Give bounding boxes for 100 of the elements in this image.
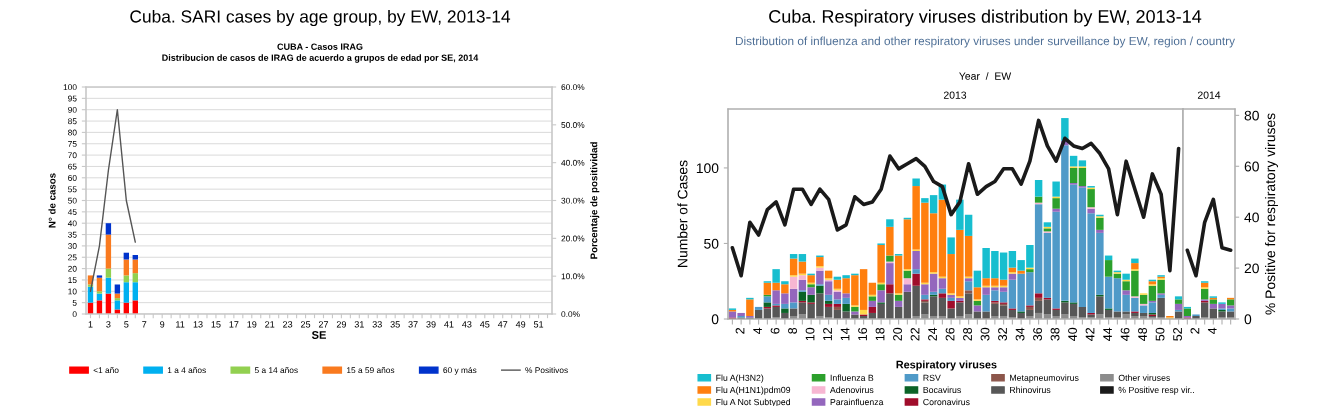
y2-tick-label: 40.0% [561, 159, 585, 166]
x-tick-label: 26 [945, 327, 955, 341]
y-tick-label: 90 [68, 106, 77, 113]
x-tick-label: 43 [462, 321, 472, 328]
x-tick-label: 29 [336, 321, 346, 328]
x-tick-label: 5 [124, 321, 129, 328]
x-tick-label: 51 [533, 321, 544, 328]
text: 2014 [1197, 91, 1221, 99]
x-tick-label: 21 [265, 321, 275, 328]
x-tick-label: 28 [963, 327, 972, 341]
y-tick-label: 80 [68, 129, 77, 136]
x-tick-label: 6 [770, 327, 780, 334]
y2-axis-title: % Positive for respiratory viruses [1265, 113, 1278, 315]
x-tick-label: 8 [788, 327, 797, 334]
chart-subtitle: Distribution of influenza and other respiratory viruses under surveillance by EW, region / country [735, 36, 1235, 48]
x-tick-label: 48 [1138, 327, 1147, 341]
x-tick-label: 47 [497, 321, 508, 328]
chart-title: Cuba. Respiratory viruses distribution by EW, 2013-14 [769, 9, 1202, 27]
x-tick-label: 22 [910, 327, 920, 341]
x-tick-label: 17 [229, 321, 239, 328]
chart-title: Cuba. SARI cases by age group, by EW, 2013-14 [130, 9, 511, 27]
y2-tick-label: 50.0% [561, 122, 585, 128]
x-tick-label: 23 [283, 321, 293, 328]
y-axis-title: Number of Cases [677, 160, 688, 267]
legend-label: 5 a 14 años [254, 367, 298, 374]
legend-label: 60 y más [443, 366, 477, 375]
legend-label: Other viruses [1118, 374, 1170, 381]
x-tick-label: 42 [1085, 327, 1095, 341]
y-tick-label: 50 [68, 197, 77, 204]
x-tick-label: 18 [875, 327, 885, 341]
y2-tick-label: 80 [1244, 110, 1259, 121]
legend-title: Respiratory viruses [896, 360, 997, 371]
y2-tick-label: 0 [1244, 314, 1252, 325]
y-tick-label: 30 [68, 243, 77, 249]
x-tick-label: 15 [211, 321, 221, 328]
x-tick-label: 34 [1015, 327, 1025, 341]
y-tick-label: 70 [68, 152, 77, 159]
text: Year / EW [959, 72, 1012, 80]
y2-tick-label: 0.0% [561, 311, 580, 318]
y2-tick-label: 60.0% [561, 84, 585, 91]
chart-subtitle: CUBA - Casos IRAG Distribucion de casos de IRAG de acuerdo a grupos de edad por SE, 2014 [162, 43, 479, 63]
y-tick-label: 85 [68, 118, 77, 125]
x-tick-label: 13 [193, 321, 203, 328]
x-tick-label: 41 [444, 321, 454, 328]
y2-tick-label: 40 [1244, 212, 1259, 223]
legend-label: Flu A(H1N1)pdm09 [716, 386, 791, 395]
text: 2013 [943, 91, 967, 99]
x-tick-label: 30 [980, 327, 990, 341]
x-tick-label: 37 [408, 321, 418, 328]
x-tick-label: 39 [426, 321, 436, 328]
y-tick-label: 55 [68, 186, 77, 193]
y-tick-label: 40 [67, 220, 77, 227]
x-tick-label: 2 [735, 327, 745, 334]
y-tick-label: 10 [68, 288, 77, 295]
x-tick-label: 1 [88, 321, 93, 328]
x-tick-label: 24 [928, 327, 937, 341]
y-tick-label: 0 [711, 314, 719, 325]
x-tick-label: 11 [176, 321, 185, 328]
y-tick-label: 5 [72, 299, 77, 306]
legend-label: Adenovirus [829, 386, 874, 394]
x-tick-label: 46 [1120, 327, 1130, 341]
x-tick-label: 25 [300, 321, 311, 328]
legend-label: Coronavirus [923, 398, 970, 406]
x-tick-label: 9 [160, 321, 165, 328]
x-tick-label: 31 [354, 321, 364, 328]
legend-label: % Positivos [525, 367, 568, 374]
y-tick-label: 65 [68, 163, 77, 170]
y-axis-title: N° de casos [48, 173, 56, 228]
x-tick-label: 36 [1033, 327, 1042, 341]
x-tick-label: 50 [1155, 327, 1165, 341]
legend-label: <1 año [93, 367, 119, 374]
y-tick-label: 100 [63, 84, 77, 91]
x-tick-label: 45 [479, 321, 490, 328]
y-tick-label: 75 [68, 141, 77, 147]
y2-tick-label: 60 [1244, 161, 1259, 172]
y2-axis-title: Porcentaje de positividad [590, 142, 600, 259]
y-tick-label: 100 [696, 163, 719, 174]
y-tick-label: 0 [72, 311, 77, 318]
y-tick-label: 20 [68, 265, 77, 272]
x-tick-label: 38 [1050, 327, 1060, 341]
x-tick-label: 12 [823, 327, 832, 341]
y2-tick-label: 30.0% [561, 197, 585, 204]
x-tick-label: 3 [106, 321, 111, 328]
y-tick-label: 45 [67, 209, 77, 215]
legend-label: 15 a 59 años [347, 367, 395, 374]
legend-label: Parainfluenza [830, 398, 884, 406]
x-tick-label: 52 [1173, 327, 1182, 341]
legend-label: RSV [923, 374, 941, 381]
x-tick-label: 49 [515, 321, 526, 328]
x-tick-label: 32 [998, 327, 1007, 341]
y-tick-label: 60 [68, 175, 77, 181]
x-tick-label: 14 [840, 327, 850, 341]
legend-label: Bocavirus [923, 386, 961, 394]
x-tick-label: 10 [805, 327, 815, 341]
y-tick-label: 25 [68, 254, 77, 261]
x-tick-label: 44 [1103, 327, 1112, 341]
y-tick-label: 95 [68, 95, 77, 102]
x-tick-label: 4 [1207, 327, 1217, 334]
x-tick-label: 19 [247, 321, 257, 328]
x-tick-label: 27 [318, 321, 329, 328]
